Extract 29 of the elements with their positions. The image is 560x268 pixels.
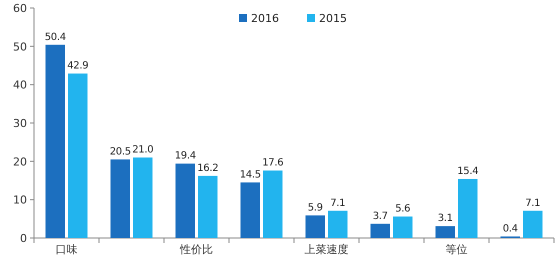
data-label: 0.4 [502, 223, 518, 234]
y-tick-label: 0 [20, 232, 27, 245]
y-tick-label: 60 [13, 2, 27, 15]
data-label: 5.6 [395, 204, 410, 215]
data-label: 3.7 [372, 210, 388, 222]
data-label: 16.2 [197, 162, 218, 174]
y-tick-label: 30 [13, 117, 27, 130]
x-tick-label: 性价比 [179, 243, 213, 256]
data-label: 50.4 [44, 32, 66, 43]
data-label: 19.4 [174, 150, 196, 162]
data-label: 5.9 [308, 202, 323, 214]
y-tick-label: 50 [13, 40, 27, 54]
data-label: 7.1 [330, 198, 346, 209]
x-tick-label: 口味 [56, 243, 78, 256]
y-tick-label: 20 [13, 155, 27, 168]
data-label: 42.9 [67, 60, 88, 72]
data-label: 17.6 [262, 158, 284, 169]
data-label: 21.0 [132, 144, 154, 156]
y-tick-label: 10 [13, 194, 27, 207]
x-tick-label: 等位 [446, 243, 468, 256]
x-tick-label: 上菜速度 [304, 243, 348, 256]
data-label: 3.1 [438, 213, 453, 224]
legend-label: 2015 [319, 12, 347, 25]
data-label: 14.5 [240, 169, 261, 180]
y-tick-label: 40 [13, 78, 27, 92]
legend-label: 2016 [251, 12, 279, 25]
data-label: 15.4 [457, 166, 478, 177]
data-label: 7.1 [525, 198, 540, 209]
data-label: 20.5 [110, 146, 131, 158]
